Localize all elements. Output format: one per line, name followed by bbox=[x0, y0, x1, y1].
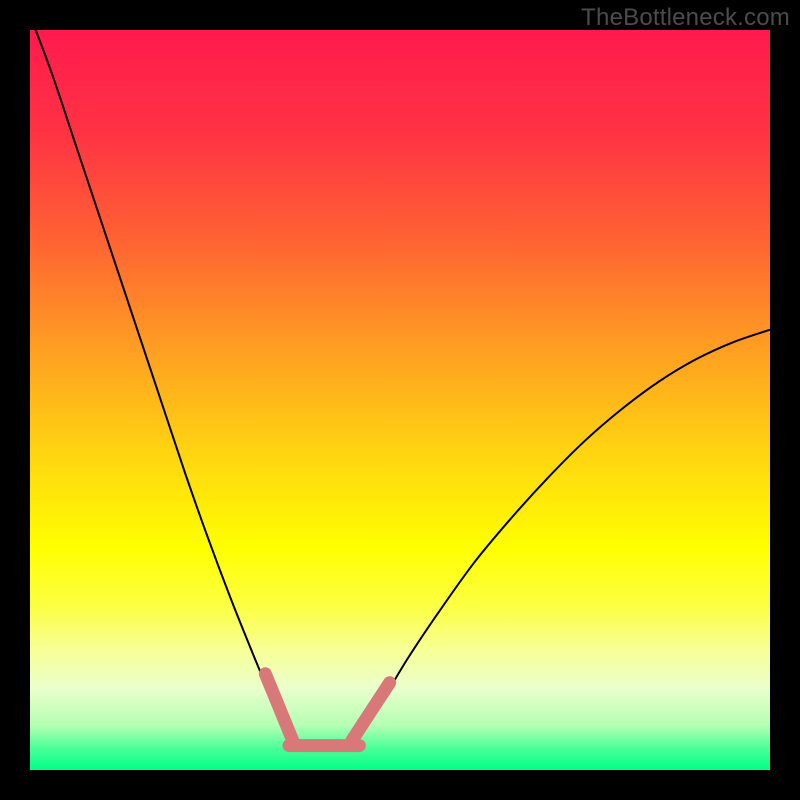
watermark-text: TheBottleneck.com bbox=[581, 4, 790, 32]
plot-area-gradient bbox=[30, 30, 770, 770]
bottleneck-chart bbox=[0, 0, 800, 800]
